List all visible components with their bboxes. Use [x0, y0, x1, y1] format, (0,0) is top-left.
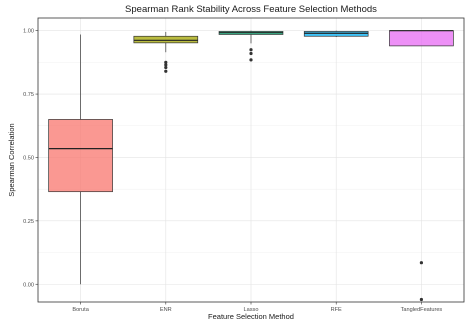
boxplot-layer [48, 30, 454, 302]
box-enr [133, 31, 199, 73]
box-body [48, 119, 113, 193]
outlier-point [419, 297, 423, 302]
x-tick-label: ENR [160, 307, 172, 313]
x-tick-label: Boruta [72, 307, 89, 313]
box-tangledfeatures [389, 30, 454, 302]
outlier-point [249, 58, 253, 62]
x-tick-label: Lasso [244, 307, 259, 313]
outlier-point [164, 65, 168, 70]
y-tick-label: 0.25 [23, 219, 34, 225]
outlier-point [419, 261, 423, 265]
outlier-point [164, 63, 168, 67]
grid-lines [38, 18, 464, 302]
x-tick-label: RFE [331, 307, 342, 313]
x-tick-label: TangledFeatures [401, 307, 443, 313]
x-axis: Boruta ENR Lasso RFE TangledFeatures [72, 302, 442, 313]
y-tick-label: 1.00 [23, 29, 34, 35]
outlier-point [164, 69, 168, 73]
box-rfe [303, 30, 369, 38]
box-body [133, 35, 199, 44]
y-axis: 0.00 0.25 0.50 0.75 1.00 [23, 29, 38, 288]
y-axis-title: Spearman Correlation [7, 123, 16, 196]
box-lasso [218, 30, 284, 62]
chart-title: Spearman Rank Stability Across Feature S… [125, 4, 377, 15]
box-body [303, 31, 369, 37]
box-boruta [48, 34, 113, 285]
outlier-point [249, 51, 253, 56]
outlier-point [249, 48, 253, 52]
x-axis-title: Feature Selection Method [208, 312, 294, 321]
y-tick-label: 0.00 [23, 282, 34, 288]
box-body [389, 30, 454, 47]
y-tick-label: 0.75 [23, 92, 34, 98]
outlier-point [164, 60, 168, 64]
y-tick-label: 0.50 [23, 155, 34, 161]
